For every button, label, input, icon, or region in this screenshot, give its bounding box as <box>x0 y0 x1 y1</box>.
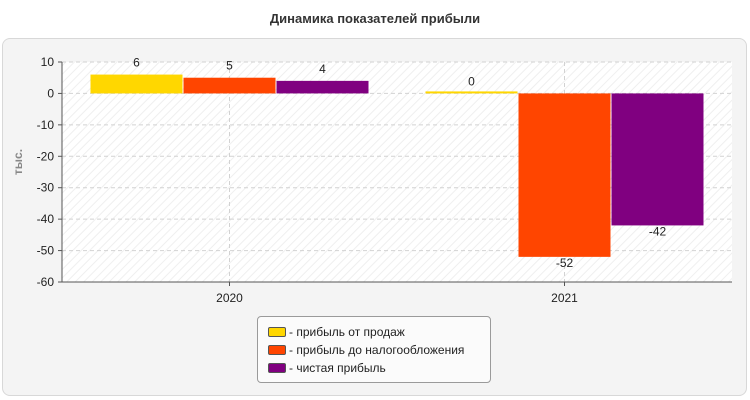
bar <box>611 93 704 226</box>
axes-group <box>58 61 732 286</box>
x-tick-label: 2020 <box>216 291 243 305</box>
legend-label: - прибыль от продаж <box>289 325 405 339</box>
legend-swatch <box>268 345 286 355</box>
data-label: -42 <box>649 224 667 238</box>
y-tick-label: -20 <box>37 149 55 163</box>
bar <box>276 80 369 94</box>
y-tick-label: -50 <box>37 244 55 258</box>
labels-group: 10 0 -10 -20 -30 -40 -50 -60 2020 6 5 4 2021 0 -52 -42 <box>37 55 667 305</box>
bars-group <box>90 74 704 257</box>
bar <box>425 91 518 94</box>
legend-swatch <box>268 363 286 373</box>
data-label: -52 <box>556 256 574 270</box>
y-tick-label: -60 <box>37 275 55 289</box>
y-tick-label: -10 <box>37 118 55 132</box>
chart-title: Динамика показателей прибыли <box>269 11 481 26</box>
bar <box>183 77 276 94</box>
bar <box>518 93 611 257</box>
data-label: 6 <box>133 56 140 70</box>
legend-item-sales-profit: - прибыль от продаж <box>268 323 490 341</box>
y-axis-label: тыс. <box>11 149 25 175</box>
legend-item-pretax-profit: - прибыль до налогообложения <box>268 341 490 359</box>
y-tick-label: -40 <box>37 212 55 226</box>
y-tick-label: 10 <box>41 55 55 69</box>
bar <box>90 74 183 94</box>
x-tick-label: 2021 <box>551 291 578 305</box>
legend-swatch <box>268 327 286 337</box>
legend-item-net-profit: - чистая прибыль <box>268 359 490 377</box>
data-label: 4 <box>319 62 326 76</box>
y-tick-label: 0 <box>47 86 54 100</box>
y-tick-label: -30 <box>37 181 55 195</box>
data-label: 5 <box>226 59 233 73</box>
legend-label: - прибыль до налогообложения <box>289 343 465 357</box>
data-label: 0 <box>468 74 475 88</box>
chart-legend: - прибыль от продаж - прибыль до налогоо… <box>257 316 491 383</box>
legend-label: - чистая прибыль <box>289 361 386 375</box>
